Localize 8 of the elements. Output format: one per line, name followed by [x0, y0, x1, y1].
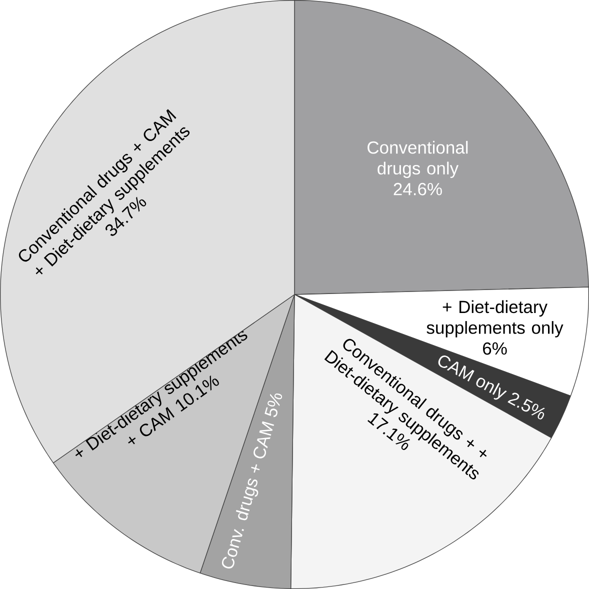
- data-label: 2.5%: [508, 392, 545, 420]
- slice-label: + Diet-dietary supplements only: [426, 300, 564, 338]
- slice-label: CAM only: [438, 355, 507, 400]
- slice-label: Conventional drugs only: [368, 140, 468, 178]
- data-label: 5%: [264, 393, 282, 418]
- data-label: 6%: [483, 342, 507, 355]
- slice-label: Conv. drugs + CAM: [222, 421, 274, 568]
- data-label: 24.6%: [394, 182, 442, 196]
